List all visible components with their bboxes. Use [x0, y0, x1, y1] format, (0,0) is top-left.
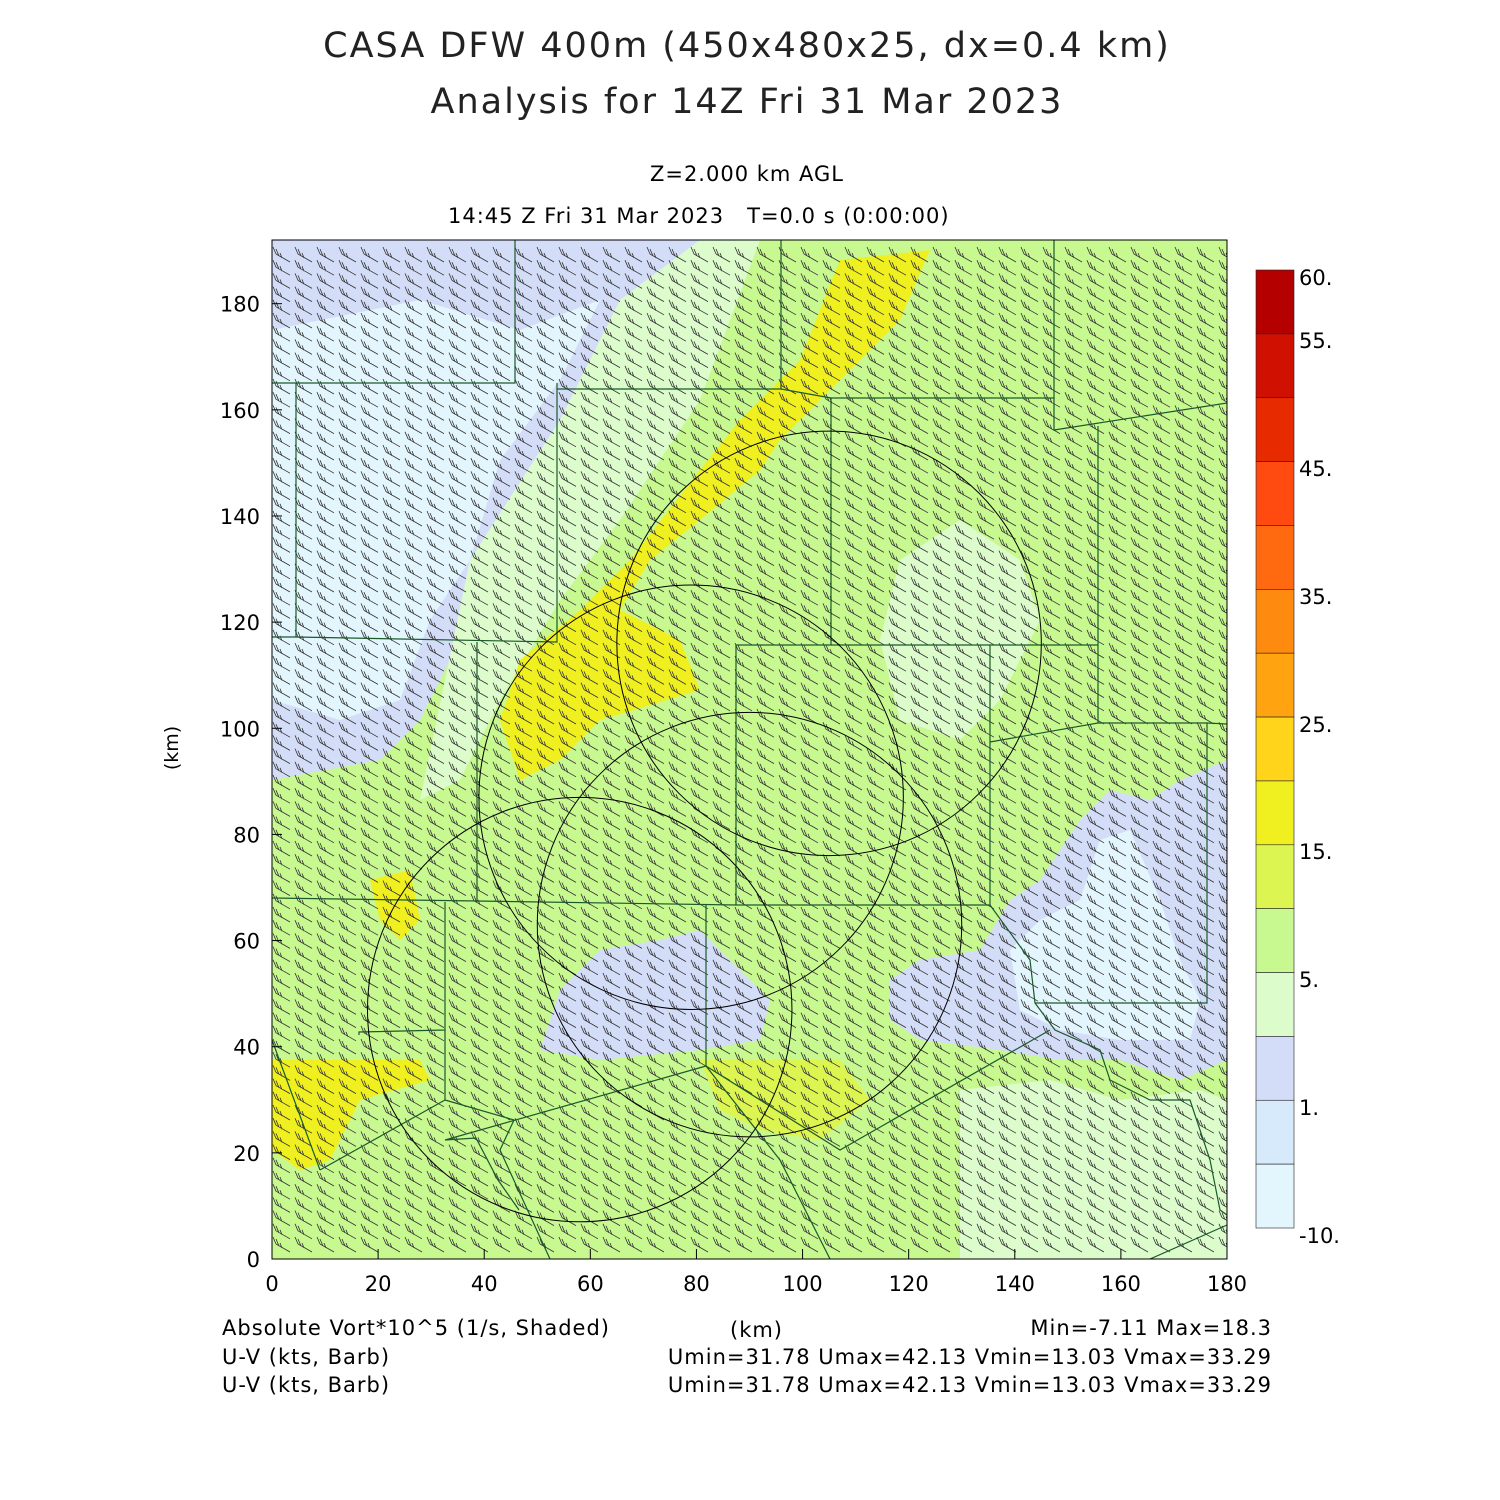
colorbar-label: 5.	[1299, 968, 1319, 992]
colorbar-swatch	[1255, 1099, 1295, 1165]
shaded-field-label: Absolute Vort*10^5 (1/s, Shaded)	[222, 1316, 610, 1340]
radar-range-ring	[367, 796, 793, 1223]
colorbar-swatch	[1255, 525, 1295, 590]
county-boundaries	[272, 240, 1227, 1259]
barb-field-stats-2: Umin=31.78 Umax=42.13 Vmin=13.03 Vmax=33…	[667, 1373, 1272, 1397]
colorbar-label: 55.	[1299, 329, 1332, 353]
radar-range-ring	[616, 430, 1042, 857]
colorbar-swatch	[1255, 972, 1295, 1037]
colorbar-swatch	[1255, 397, 1295, 462]
colorbar-swatch	[1255, 908, 1295, 973]
y-tick-label: 120	[220, 611, 260, 635]
colorbar-label: 60.	[1299, 266, 1332, 290]
lowest-vorticity-region-nw	[272, 300, 600, 720]
colorbar-swatch	[1255, 1036, 1295, 1101]
shaded-field-stats: Min=-7.11 Max=18.3	[1030, 1316, 1272, 1340]
colorbar-label: 35.	[1299, 585, 1332, 609]
colorbar-label: 15.	[1299, 840, 1332, 864]
x-tick-label: 160	[1101, 1272, 1141, 1296]
barb-field-label-1: U-V (kts, Barb)	[222, 1345, 391, 1369]
x-tick-label: 60	[577, 1272, 604, 1296]
y-tick-label: 100	[220, 717, 260, 741]
y-tick-label: 160	[220, 399, 260, 423]
colorbar-label: 45.	[1299, 457, 1332, 481]
chart-title-line2: Analysis for 14Z Fri 31 Mar 2023	[430, 82, 1064, 122]
colorbar-swatch	[1255, 589, 1295, 654]
x-tick-label: 20	[365, 1272, 392, 1296]
level-label: Z=2.000 km AGL	[649, 162, 845, 186]
colorbar-swatch	[1255, 652, 1295, 718]
x-tick-label: 0	[265, 1272, 278, 1296]
barb-field-label-2: U-V (kts, Barb)	[222, 1373, 391, 1397]
x-tick-label: 40	[471, 1272, 498, 1296]
lowest-vorticity-region-east	[1010, 830, 1200, 1040]
y-axis-label: (km)	[161, 726, 183, 770]
barb-field-stats-1: Umin=31.78 Umax=42.13 Vmin=13.03 Vmax=33…	[667, 1345, 1272, 1369]
radar-range-rings	[367, 430, 1042, 1223]
x-tick-label: 80	[683, 1272, 710, 1296]
high-vorticity-region-sw	[272, 1060, 430, 1170]
valid-time-label: 14:45 Z Fri 31 Mar 2023 T=0.0 s (0:00:00…	[448, 204, 950, 228]
y-tick-label: 40	[233, 1036, 260, 1060]
colorbar-label: 1.	[1299, 1096, 1319, 1120]
y-axis: 0 20 40 60 80 100 120 140 160 180	[220, 293, 282, 1272]
y-tick-label: 0	[247, 1248, 260, 1272]
radar-range-ring	[478, 584, 904, 1010]
colorbar-label: 25.	[1299, 713, 1332, 737]
colorbar-swatch	[1255, 461, 1295, 526]
plot-frame	[271, 239, 1228, 1260]
colorbar: 60. 55. 45. 35. 25. 15. 5. 1. -10.	[1255, 266, 1340, 1248]
y-tick-label: 140	[220, 505, 260, 529]
x-tick-label: 140	[995, 1272, 1035, 1296]
chart-title-line1: CASA DFW 400m (450x480x25, dx=0.4 km)	[323, 26, 1171, 66]
y-tick-label: 20	[233, 1142, 260, 1166]
moderate-vorticity-band	[420, 240, 760, 800]
x-axis: 0 20 40 60 80 100 120 140 160 180	[265, 1249, 1247, 1296]
x-axis-label: (km)	[730, 1318, 784, 1342]
x-tick-label: 120	[889, 1272, 929, 1296]
colorbar-swatch	[1255, 333, 1295, 399]
colorbar-swatch	[1255, 780, 1295, 846]
colorbar-label: -10.	[1299, 1224, 1340, 1248]
colorbar-swatch	[1255, 844, 1295, 909]
colorbar-swatch	[1255, 269, 1295, 335]
colorbar-swatch	[1255, 1163, 1295, 1229]
x-tick-label: 100	[783, 1272, 823, 1296]
y-tick-label: 80	[233, 823, 260, 847]
y-tick-label: 180	[220, 293, 260, 317]
colorbar-swatch	[1255, 716, 1295, 782]
y-tick-label: 60	[233, 930, 260, 954]
x-tick-label: 180	[1207, 1272, 1247, 1296]
